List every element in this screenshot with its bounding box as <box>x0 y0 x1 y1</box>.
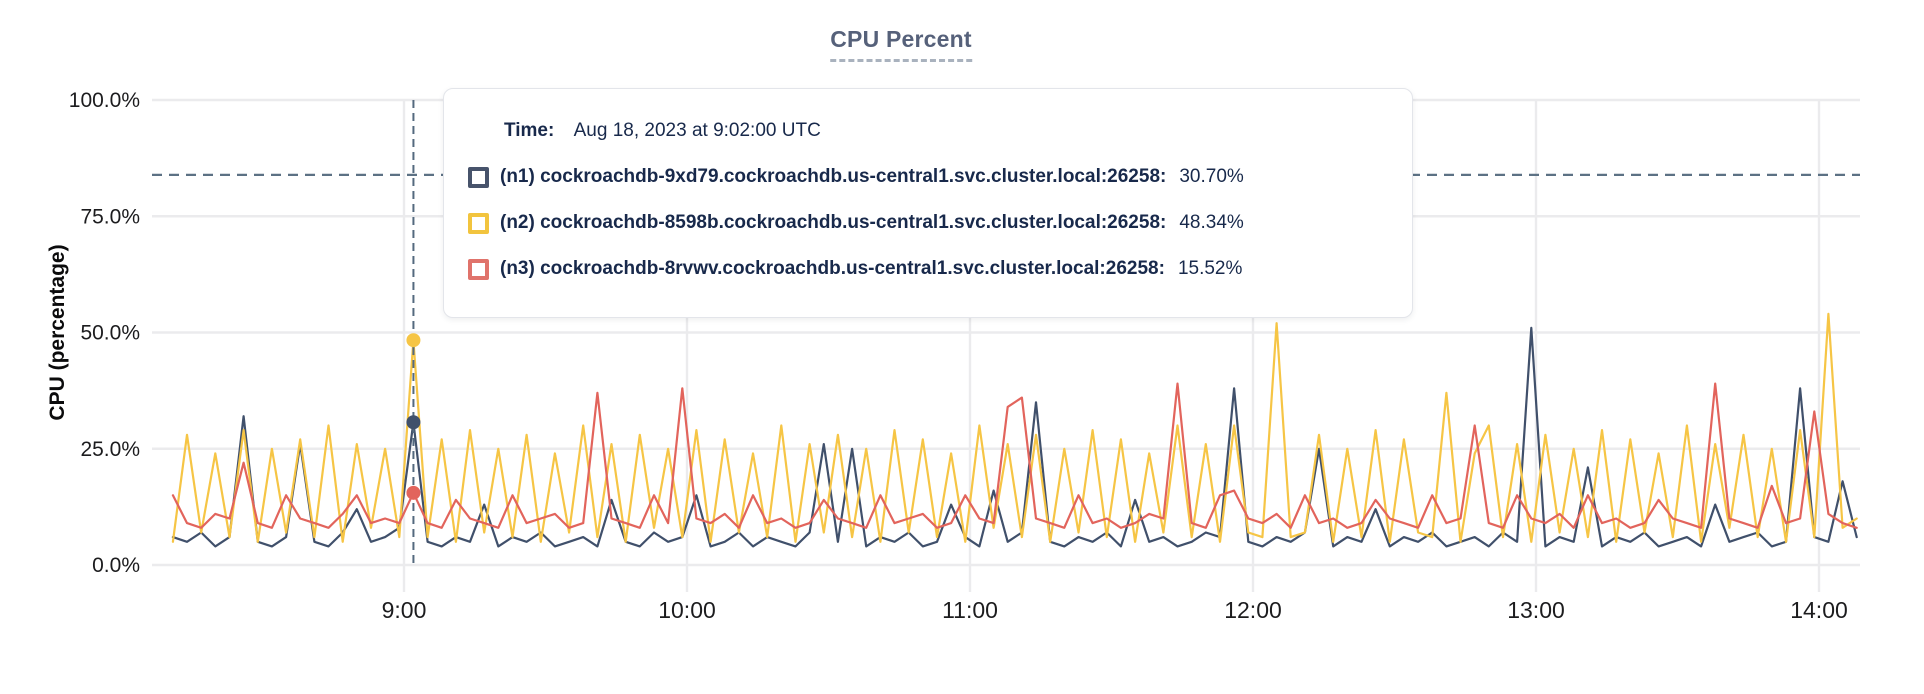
series-line-n3[interactable] <box>171 382 1858 529</box>
series-marker-n3-icon <box>468 258 489 280</box>
tooltip-time-value: Aug 18, 2023 at 9:02:00 UTC <box>573 120 821 141</box>
series-marker-n2-icon <box>468 212 489 234</box>
page-title: CPU Percent <box>830 26 972 62</box>
chart-hover-tooltip: Time: Aug 18, 2023 at 9:02:00 UTC (n1) c… <box>443 88 1413 318</box>
y-axis-tick-label: 25.0% <box>80 438 140 461</box>
series-marker-n1-icon <box>468 166 489 188</box>
y-axis-tick-label: 75.0% <box>80 205 140 228</box>
tooltip-series-value-n1: 30.70% <box>1179 166 1244 187</box>
hover-dot-n3 <box>406 485 421 500</box>
x-axis-tick-label: 11:00 <box>942 597 998 623</box>
y-axis-tick-label: 0.0% <box>92 554 140 577</box>
x-axis-tick-label: 9:00 <box>382 597 427 623</box>
x-axis-tick-label: 12:00 <box>1224 597 1282 623</box>
x-axis-tick-label: 13:00 <box>1507 597 1565 623</box>
tooltip-time-row: Time: Aug 18, 2023 at 9:02:00 UTC <box>504 120 1412 142</box>
tooltip-series-row-n3: (n3) cockroachdb-8rvwv.cockroachdb.us-ce… <box>468 258 1412 280</box>
tooltip-series-name-n1: (n1) cockroachdb-9xd79.cockroachdb.us-ce… <box>500 166 1167 187</box>
y-axis-tick-label: 50.0% <box>80 322 140 345</box>
hover-dot-n2 <box>406 333 421 348</box>
y-axis-title: CPU (percentage) <box>46 244 69 420</box>
tooltip-time-label: Time: <box>504 120 555 141</box>
x-axis-tick-label: 10:00 <box>658 597 716 623</box>
tooltip-series-value-n3: 15.52% <box>1177 258 1243 279</box>
x-axis-tick-label: 14:00 <box>1790 597 1848 623</box>
series-line-n2[interactable] <box>171 312 1858 543</box>
series-line-n1[interactable] <box>171 326 1858 548</box>
tooltip-series-name-n2: (n2) cockroachdb-8598b.cockroachdb.us-ce… <box>500 212 1167 233</box>
tooltip-series-row-n2: (n2) cockroachdb-8598b.cockroachdb.us-ce… <box>468 212 1412 234</box>
y-axis-tick-label: 100.0% <box>69 89 140 112</box>
tooltip-series-value-n2: 48.34% <box>1179 212 1244 233</box>
hover-dot-n1 <box>406 415 421 430</box>
tooltip-series-row-n1: (n1) cockroachdb-9xd79.cockroachdb.us-ce… <box>468 166 1412 188</box>
tooltip-series-name-n3: (n3) cockroachdb-8rvwv.cockroachdb.us-ce… <box>500 258 1165 279</box>
